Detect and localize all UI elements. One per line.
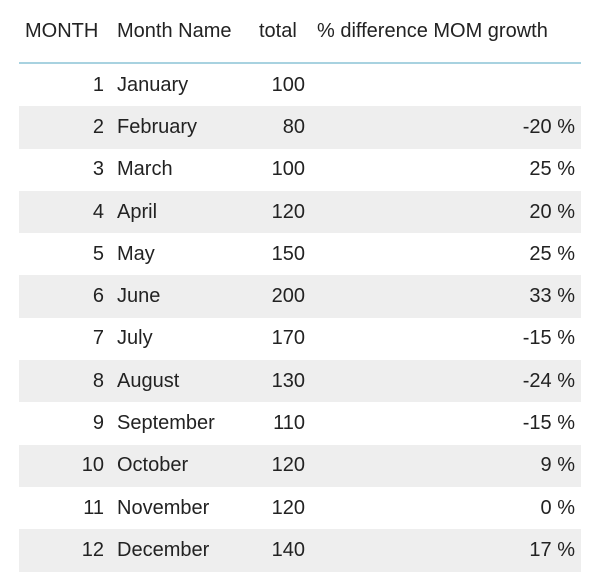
cell-month-name: August [117, 369, 180, 392]
cell-month-name: March [117, 158, 173, 181]
table-row[interactable]: 10 October 120 9 % [19, 444, 581, 487]
cell-month-name: June [117, 285, 161, 308]
cell-month-name: December [117, 538, 210, 561]
cell-pct-difference: 33 % [529, 285, 575, 308]
table-header: MONTH Month Name total % difference MOM … [19, 0, 581, 64]
cell-total: 130 [271, 369, 305, 392]
table-row[interactable]: 8 August 130 -24 % [19, 360, 581, 403]
cell-month: 8 [92, 369, 104, 392]
cell-total: 200 [271, 285, 305, 308]
cell-month: 11 [83, 496, 104, 519]
cell-pct-difference: 0 % [540, 496, 575, 519]
table-row[interactable]: 3 March 100 25 % [19, 149, 581, 191]
cell-pct-difference: -20 % [522, 115, 575, 138]
cell-month: 1 [92, 73, 104, 96]
cell-month: 3 [92, 158, 104, 181]
cell-total: 150 [271, 242, 305, 265]
cell-pct-difference: -15 % [522, 412, 575, 435]
column-header-month-name[interactable]: Month Name [117, 19, 232, 42]
cell-month: 9 [92, 412, 104, 435]
cell-pct-difference [315, 64, 575, 106]
cell-month-name: November [117, 496, 210, 519]
cell-pct-difference: 9 % [540, 454, 575, 477]
cell-total: 140 [271, 538, 305, 561]
table-row[interactable]: 1 January 100 [19, 64, 581, 106]
cell-month: 5 [92, 242, 104, 265]
cell-month: 10 [81, 454, 104, 477]
cell-pct-difference: 20 % [529, 200, 575, 223]
cell-month: 6 [92, 285, 104, 308]
cell-month: 2 [92, 115, 104, 138]
cell-total: 120 [271, 496, 305, 519]
column-header-total[interactable]: total [259, 19, 297, 42]
cell-month-name: February [117, 115, 198, 138]
cell-month: 4 [92, 200, 104, 223]
cell-month: 12 [81, 538, 104, 561]
cell-pct-difference: -15 % [522, 327, 575, 350]
cell-total: 80 [282, 115, 305, 138]
cell-total: 170 [271, 327, 305, 350]
table-row[interactable]: 9 September 110 -15 % [19, 402, 581, 444]
cell-month-name: July [117, 327, 153, 350]
cell-month-name: May [117, 242, 155, 265]
table-row[interactable]: 11 November 120 0 % [19, 487, 581, 529]
cell-month-name: January [117, 73, 189, 96]
cell-pct-difference: -24 % [522, 369, 575, 392]
data-table: MONTH Month Name total % difference MOM … [19, 0, 581, 572]
cell-total: 120 [271, 200, 305, 223]
table-row[interactable]: 5 May 150 25 % [19, 233, 581, 275]
table-row[interactable]: 7 July 170 -15 % [19, 318, 581, 360]
cell-pct-difference: 25 % [529, 158, 575, 181]
cell-month-name: September [117, 412, 215, 435]
cell-total: 100 [271, 158, 305, 181]
cell-total: 100 [271, 73, 305, 96]
column-header-pct-difference[interactable]: % difference MOM growth [317, 19, 548, 42]
cell-pct-difference: 25 % [529, 242, 575, 265]
cell-total: 120 [271, 454, 305, 477]
table-row[interactable]: 6 June 200 33 % [19, 275, 581, 318]
column-header-month[interactable]: MONTH [25, 19, 99, 42]
cell-pct-difference: 17 % [529, 538, 575, 561]
cell-month: 7 [92, 327, 104, 350]
table-row[interactable]: 2 February 80 -20 % [19, 106, 581, 149]
cell-month-name: April [117, 200, 158, 223]
table-row[interactable]: 4 April 120 20 % [19, 190, 581, 234]
cell-month-name: October [117, 454, 189, 477]
cell-total: 110 [273, 412, 305, 435]
table-row[interactable]: 12 December 140 17 % [19, 529, 581, 572]
